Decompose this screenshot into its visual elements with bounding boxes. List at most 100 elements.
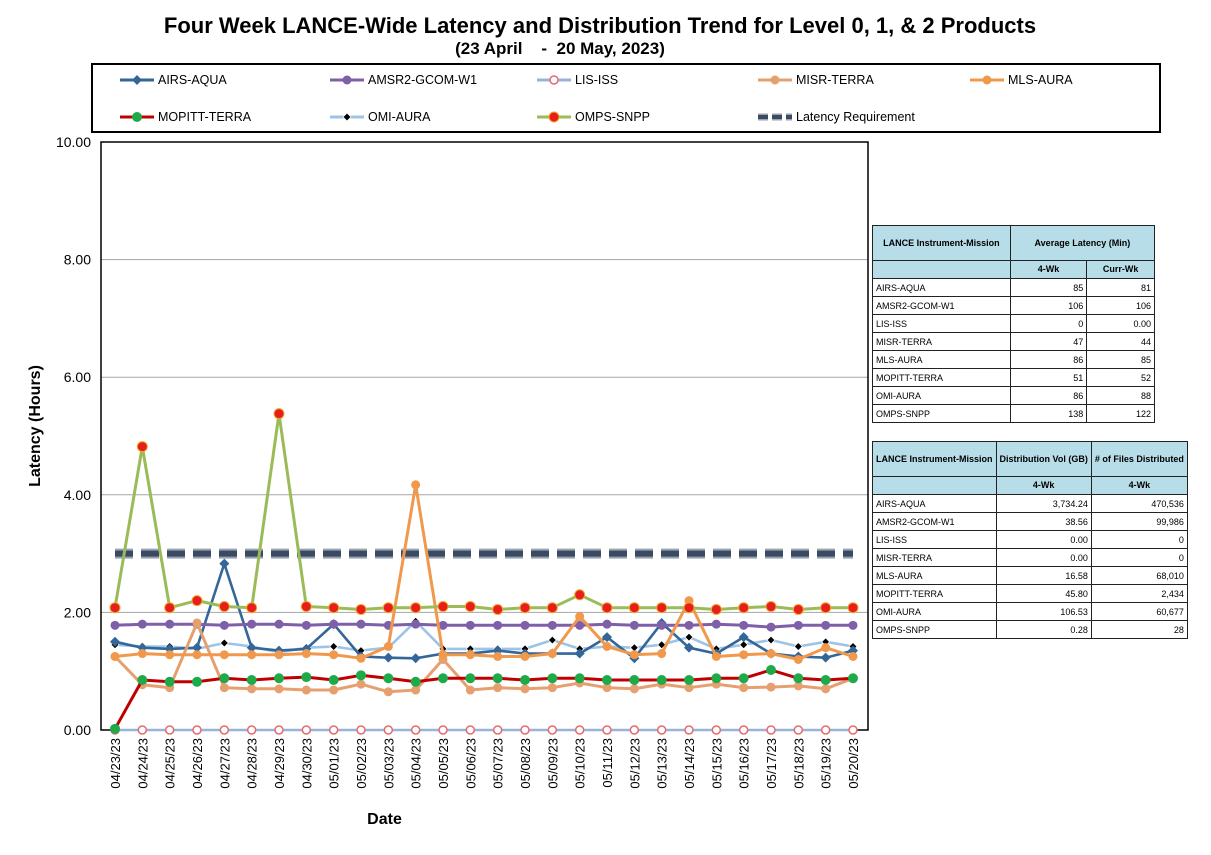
data-point-airs-aqua — [684, 642, 694, 653]
data-point-amsr2-gcom-w1 — [848, 620, 858, 630]
data-point-misr-terra — [821, 684, 831, 694]
legend-swatch — [120, 75, 154, 85]
data-point-omps-snpp — [273, 408, 285, 420]
data-point-lis-iss — [219, 725, 230, 735]
data-point-mopitt-terra — [301, 672, 312, 683]
y-tick-label: 0.00 — [64, 722, 91, 738]
latency-table-cell: 88 — [1086, 386, 1155, 405]
x-tick-label: 05/18/23 — [791, 738, 806, 789]
latency-table-cell: MOPITT-TERRA — [872, 368, 1011, 387]
data-point-lis-iss — [766, 725, 776, 735]
data-point-amsr2-gcom-w1 — [438, 620, 448, 630]
legend-marker — [342, 75, 352, 85]
legend-label: MLS-AURA — [1008, 73, 1073, 87]
latency-table-row: OMPS-SNPP 138 122 — [872, 404, 1155, 423]
data-point-lis-iss — [738, 725, 749, 735]
data-point-omps-snpp — [656, 602, 668, 614]
distribution-table-cell: 0.00 — [995, 548, 1092, 567]
legend-item-mls-aura: MLS-AURA — [968, 73, 1168, 89]
legend-label: AIRS-AQUA — [158, 73, 227, 87]
data-point-omi-aura — [793, 641, 803, 652]
distribution-table: LANCE Instrument-Mission Distribution Vo… — [872, 441, 1188, 639]
legend-marker — [549, 75, 559, 85]
x-tick-label: 04/29/23 — [272, 738, 287, 789]
data-point-omps-snpp — [382, 602, 394, 614]
legend-marker — [770, 75, 780, 85]
legend-item-misr-terra: MISR-TERRA — [756, 73, 956, 89]
latency-table-cell: 81 — [1086, 278, 1155, 297]
distribution-table-row: AIRS-AQUA 3,734.24 470,536 — [872, 494, 1188, 513]
data-point-mls-aura — [793, 654, 803, 664]
data-point-mls-aura — [411, 480, 421, 490]
distribution-table-cell: 38.56 — [995, 512, 1092, 531]
data-point-amsr2-gcom-w1 — [493, 620, 503, 630]
data-point-mopitt-terra — [492, 673, 503, 684]
distribution-table-cell: MISR-TERRA — [872, 548, 997, 567]
data-point-lis-iss — [465, 725, 476, 735]
x-tick-label: 04/27/23 — [217, 738, 232, 789]
data-point-mls-aura — [438, 650, 448, 660]
data-point-lis-iss — [137, 725, 148, 735]
data-point-omps-snpp — [437, 601, 449, 613]
data-point-mls-aura — [301, 649, 311, 659]
data-point-misr-terra — [192, 618, 202, 628]
latency-table-cell: 51 — [1009, 368, 1088, 387]
y-tick-label: 4.00 — [64, 487, 91, 503]
data-point-amsr2-gcom-w1 — [329, 619, 339, 629]
data-point-mls-aura — [247, 650, 257, 660]
latency-table-row: MLS-AURA 86 85 — [872, 350, 1155, 369]
data-point-mls-aura — [657, 649, 667, 659]
data-point-lis-iss — [656, 725, 667, 735]
data-point-amsr2-gcom-w1 — [657, 620, 667, 630]
x-tick-label: 05/02/23 — [354, 738, 369, 789]
distribution-table-cell: AIRS-AQUA — [872, 494, 997, 513]
legend-item-amsr2-gcom-w1: AMSR2-GCOM-W1 — [328, 73, 528, 89]
latency-table-cell: 0.00 — [1086, 314, 1155, 333]
latency-table-cell: 106 — [1009, 296, 1088, 315]
data-point-lis-iss — [520, 725, 530, 735]
data-point-omi-aura — [739, 640, 749, 650]
latency-table-row: AMSR2-GCOM-W1 106 106 — [872, 296, 1155, 315]
latency-table-cell: 44 — [1086, 332, 1155, 351]
data-point-mopitt-terra — [410, 676, 421, 687]
latency-table-cell: 122 — [1086, 404, 1155, 423]
legend-swatch — [758, 113, 792, 121]
data-point-mopitt-terra — [219, 673, 230, 684]
legend-swatch — [758, 75, 792, 85]
legend-marker — [132, 112, 142, 122]
data-point-mls-aura — [711, 652, 721, 661]
data-point-lis-iss — [274, 725, 284, 735]
data-point-mopitt-terra — [766, 665, 776, 676]
data-point-mopitt-terra — [602, 675, 612, 686]
data-point-airs-aqua — [192, 642, 202, 653]
distribution-table-cell: 0 — [1090, 548, 1188, 567]
legend-swatch — [537, 111, 571, 123]
distribution-table-cell: 60,677 — [1090, 602, 1188, 621]
data-point-amsr2-gcom-w1 — [356, 619, 366, 629]
data-point-amsr2-gcom-w1 — [711, 619, 721, 629]
data-point-airs-aqua — [820, 652, 831, 663]
data-point-omps-snpp — [628, 602, 640, 614]
data-point-amsr2-gcom-w1 — [274, 619, 284, 629]
data-point-mls-aura — [356, 653, 366, 663]
x-tick-label: 04/24/23 — [135, 738, 150, 789]
data-point-misr-terra — [329, 685, 339, 695]
data-point-lis-iss — [547, 725, 558, 735]
x-axis-title: Date — [367, 811, 402, 828]
data-point-omps-snpp — [820, 602, 832, 614]
data-point-airs-aqua — [219, 558, 230, 569]
data-point-lis-iss — [793, 725, 804, 735]
data-point-omps-snpp — [136, 441, 148, 453]
x-tick-label: 05/20/23 — [846, 738, 861, 789]
legend-item-mopitt-terra: MOPITT-TERRA — [118, 110, 318, 126]
data-point-lis-iss — [684, 725, 694, 735]
latency-table-cell: 86 — [1009, 386, 1088, 405]
legend-swatch — [120, 112, 154, 122]
latency-table-cell: 138 — [1009, 404, 1088, 423]
data-point-lis-iss — [629, 725, 640, 735]
x-tick-label: 05/04/23 — [409, 738, 424, 789]
data-point-omps-snpp — [546, 602, 558, 614]
latency-table-cell: OMPS-SNPP — [872, 404, 1011, 423]
data-point-omps-snpp — [574, 589, 586, 601]
distribution-table-row: MOPITT-TERRA 45.80 2,434 — [872, 584, 1188, 603]
